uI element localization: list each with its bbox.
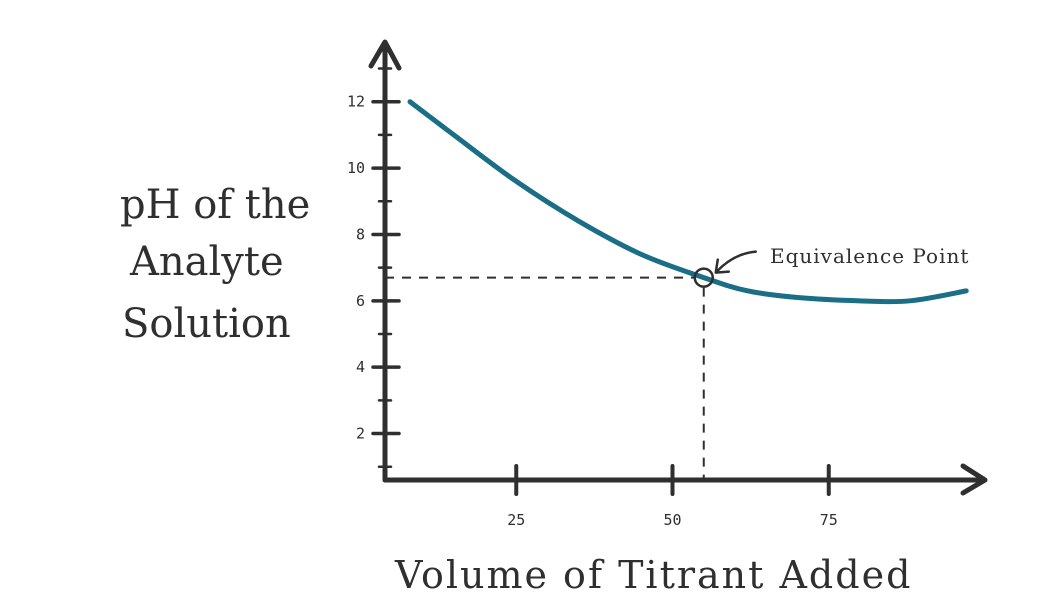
y-axis-arrowhead [368,39,402,71]
x-tick-label: 25 [507,511,525,529]
titration-curve [407,99,969,305]
x-tick-label: 75 [820,511,838,529]
x-tick-label: 50 [663,511,681,529]
equivalence-point-label: Equivalence Point [770,244,969,268]
y-axis-label-line-2: Analyte [129,239,284,285]
y-tick-label: 8 [356,225,365,243]
y-tick-label: 6 [356,292,365,310]
plot-area: 2 4 6 8 10 12 25 50 75 [347,39,988,529]
y-tick-label: 12 [347,93,365,111]
equivalence-arrow-head [714,258,730,274]
y-axis-label-line-1: pH of the [120,182,310,228]
x-axis-label: Volume of Titrant Added [394,553,912,597]
y-tick-label: 2 [356,425,365,443]
y-axis-label-line-3: Solution [122,301,291,347]
equivalence-arrow-shaft [715,250,757,273]
y-tick-label: 4 [356,358,365,376]
x-axis-arrowhead [960,463,988,496]
equivalence-point-marker [693,267,714,288]
y-tick-label: 10 [347,159,365,177]
